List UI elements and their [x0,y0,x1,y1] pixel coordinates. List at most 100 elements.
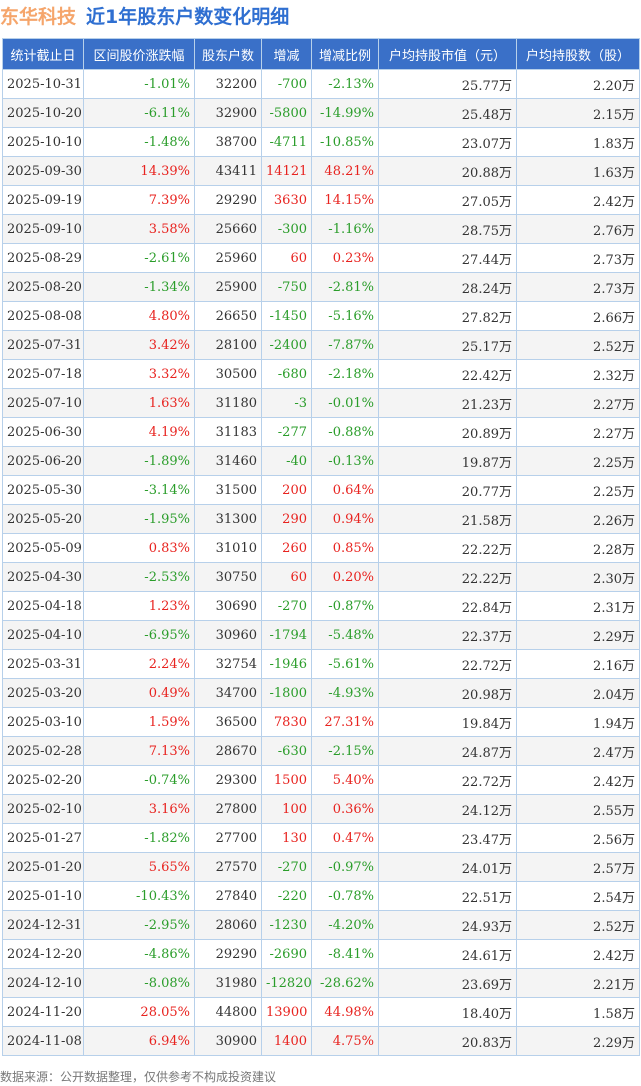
table-cell: 2.52万 [516,910,640,940]
table-cell: 2.76万 [516,214,640,244]
table-cell: 31180 [194,388,262,418]
table-cell: 2025-05-20 [2,504,84,534]
table-cell: 100 [261,794,312,824]
table-row: 2025-07-18 3.32% 30500 -680 -2.18% 22.42万 2.32… [2,359,640,389]
table-cell: 2025-02-10 [2,794,84,824]
table-cell: -0.97% [311,852,379,882]
table-cell: 2.25万 [516,446,640,476]
table-cell: 14121 [261,156,312,186]
table-cell: 2.66万 [516,301,640,331]
table-cell: 2025-03-20 [2,678,84,708]
table-cell: 2.30万 [516,562,640,592]
table-cell: 0.20% [311,562,379,592]
table-cell: 28060 [194,910,262,940]
table-row: 2025-02-28 7.13% 28670 -630 -2.15% 24.87万 2.47… [2,736,640,766]
table-cell: 32754 [194,649,262,679]
table-cell: 19.84万 [378,707,517,737]
table-cell: -2.53% [83,562,195,592]
column-header: 区间股价涨跌幅 [83,38,195,70]
table-cell: 2025-01-10 [2,881,84,911]
table-cell: 30750 [194,562,262,592]
table-cell: -2.13% [311,69,379,99]
table-cell: -5.16% [311,301,379,331]
table-cell: 200 [261,475,312,505]
table-cell: 30900 [194,1026,262,1056]
table-cell: 2025-03-10 [2,707,84,737]
table-cell: 28.05% [83,997,195,1027]
table-cell: -277 [261,417,312,447]
table-row: 2025-02-20 -0.74% 29300 1500 5.40% 22.72万 2.42… [2,765,640,795]
table-cell: 22.72万 [378,765,517,795]
table-cell: -5800 [261,98,312,128]
table-header: 统计截止日 区间股价涨跌幅 股东户数 增减 增减比例 户均持股市值（元） 户均持股数（股） [2,38,640,70]
table-cell: -1.48% [83,127,195,157]
table-cell: -1.34% [83,272,195,302]
company-name: 东华科技 [0,6,77,28]
table-cell: -10.43% [83,881,195,911]
table-cell: 2025-07-18 [2,359,84,389]
table-cell: 2.31万 [516,591,640,621]
table-cell: 2.56万 [516,823,640,853]
table-cell: 36500 [194,707,262,737]
table-cell: 31460 [194,446,262,476]
table-cell: 1.58万 [516,997,640,1027]
table-cell: 2.55万 [516,794,640,824]
table-cell: -750 [261,272,312,302]
table-cell: 27.05万 [378,185,517,215]
table-cell: 0.94% [311,504,379,534]
table-cell: -700 [261,69,312,99]
table-cell: 2025-07-31 [2,330,84,360]
table-cell: 24.61万 [378,939,517,969]
table-cell: 30500 [194,359,262,389]
table-cell: 22.22万 [378,562,517,592]
table-cell: 1.59% [83,707,195,737]
table-cell: -300 [261,214,312,244]
table-cell: 27700 [194,823,262,853]
table-row: 2025-04-18 1.23% 30690 -270 -0.87% 22.84万 2.31… [2,591,640,621]
table-cell: 2025-01-27 [2,823,84,853]
table-cell: 3.32% [83,359,195,389]
table-cell: -630 [261,736,312,766]
table-cell: -4.20% [311,910,379,940]
shareholder-table: 统计截止日 区间股价涨跌幅 股东户数 增减 增减比例 户均持股市值（元） 户均持股数（股） … [2,38,640,1056]
table-cell: 2.32万 [516,359,640,389]
table-cell: 2025-10-31 [2,69,84,99]
table-cell: 24.93万 [378,910,517,940]
table-cell: 1500 [261,765,312,795]
table-cell: 2025-10-10 [2,127,84,157]
table-cell: 2024-12-20 [2,939,84,969]
table-cell: 2.21万 [516,968,640,998]
table-cell: -4.86% [83,939,195,969]
column-header: 增减比例 [311,38,379,70]
table-cell: 6.94% [83,1026,195,1056]
table-cell: 4.75% [311,1026,379,1056]
table-cell: 2025-08-20 [2,272,84,302]
table-cell: -1.89% [83,446,195,476]
table-cell: 2.42万 [516,765,640,795]
table-row: 2025-03-31 2.24% 32754 -1946 -5.61% 22.72万 2.1… [2,649,640,679]
table-cell: 13900 [261,997,312,1027]
table-row: 2025-08-20 -1.34% 25900 -750 -2.81% 28.24万 2.7… [2,272,640,302]
table-row: 2025-08-29 -2.61% 25960 60 0.23% 27.44万 2.73万 [2,243,640,273]
table-cell: 28.24万 [378,272,517,302]
table-cell: -28.62% [311,968,379,998]
table-row: 2025-03-10 1.59% 36500 7830 27.31% 19.84万 1.94… [2,707,640,737]
table-cell: -0.78% [311,881,379,911]
table-cell: 2025-04-10 [2,620,84,650]
table-cell: 25.48万 [378,98,517,128]
table-cell: 2025-05-30 [2,475,84,505]
table-cell: 31183 [194,417,262,447]
page-subtitle: 近1年股东户数变化明细 [86,6,290,28]
table-cell: 2.29万 [516,620,640,650]
table-cell: 3.42% [83,330,195,360]
table-cell: 290 [261,504,312,534]
table-cell: 25.77万 [378,69,517,99]
table-cell: 20.88万 [378,156,517,186]
table-cell: 130 [261,823,312,853]
table-cell: 0.85% [311,533,379,563]
table-cell: -2.18% [311,359,379,389]
table-row: 2024-12-20 -4.86% 29290 -2690 -8.41% 24.61万 2.… [2,939,640,969]
table-cell: 24.12万 [378,794,517,824]
table-cell: 2.27万 [516,388,640,418]
table-cell: 2.42万 [516,185,640,215]
